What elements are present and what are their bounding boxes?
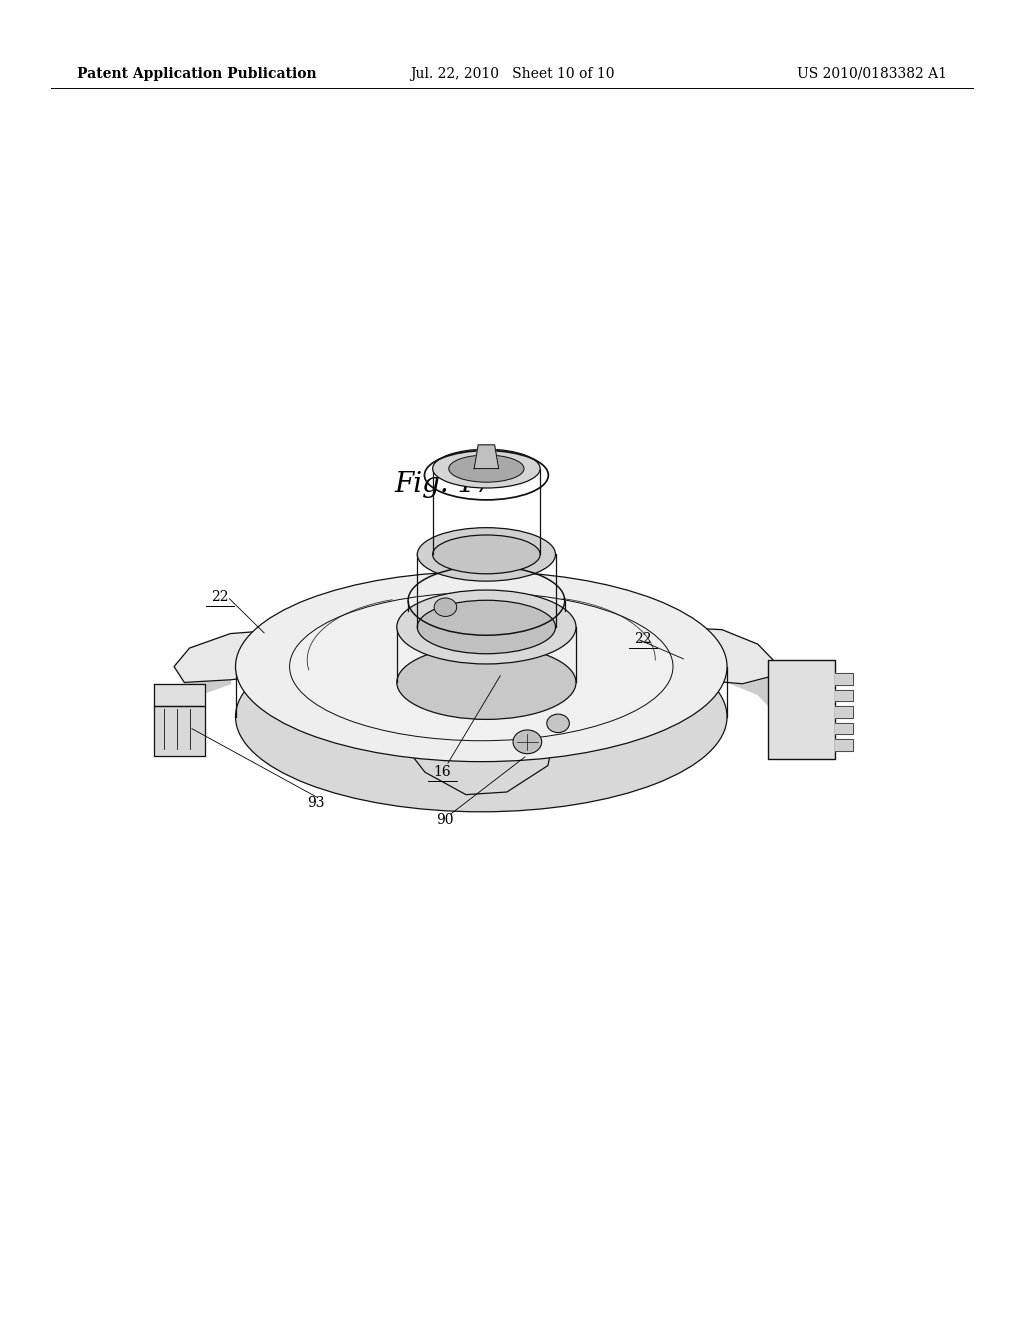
Text: Patent Application Publication: Patent Application Publication [77, 67, 316, 81]
Polygon shape [835, 673, 853, 685]
Polygon shape [722, 630, 773, 726]
Ellipse shape [290, 593, 673, 741]
Ellipse shape [396, 645, 575, 719]
Polygon shape [625, 627, 773, 684]
Text: 16: 16 [433, 766, 452, 779]
Ellipse shape [547, 714, 569, 733]
Text: Jul. 22, 2010   Sheet 10 of 10: Jul. 22, 2010 Sheet 10 of 10 [410, 67, 614, 81]
Ellipse shape [513, 730, 542, 754]
Polygon shape [835, 722, 853, 734]
Polygon shape [154, 706, 205, 756]
Ellipse shape [396, 590, 575, 664]
Ellipse shape [434, 598, 457, 616]
Polygon shape [154, 684, 205, 706]
Text: 22: 22 [634, 632, 652, 645]
Polygon shape [474, 445, 499, 469]
Ellipse shape [418, 528, 555, 581]
Text: Fig. 17: Fig. 17 [394, 471, 494, 498]
Ellipse shape [418, 601, 555, 653]
Polygon shape [835, 689, 853, 701]
Polygon shape [835, 739, 853, 751]
Ellipse shape [449, 455, 524, 482]
Ellipse shape [432, 449, 541, 488]
Polygon shape [174, 634, 230, 733]
Polygon shape [174, 630, 348, 682]
Ellipse shape [236, 622, 727, 812]
Text: 22: 22 [211, 590, 229, 603]
Text: 90: 90 [435, 813, 454, 826]
Ellipse shape [236, 572, 727, 762]
Polygon shape [404, 700, 558, 795]
Polygon shape [835, 706, 853, 718]
Text: 93: 93 [306, 796, 325, 809]
Ellipse shape [432, 535, 541, 574]
Bar [51, 396, 973, 898]
Bar [768, 660, 835, 759]
Text: US 2010/0183382 A1: US 2010/0183382 A1 [798, 67, 947, 81]
